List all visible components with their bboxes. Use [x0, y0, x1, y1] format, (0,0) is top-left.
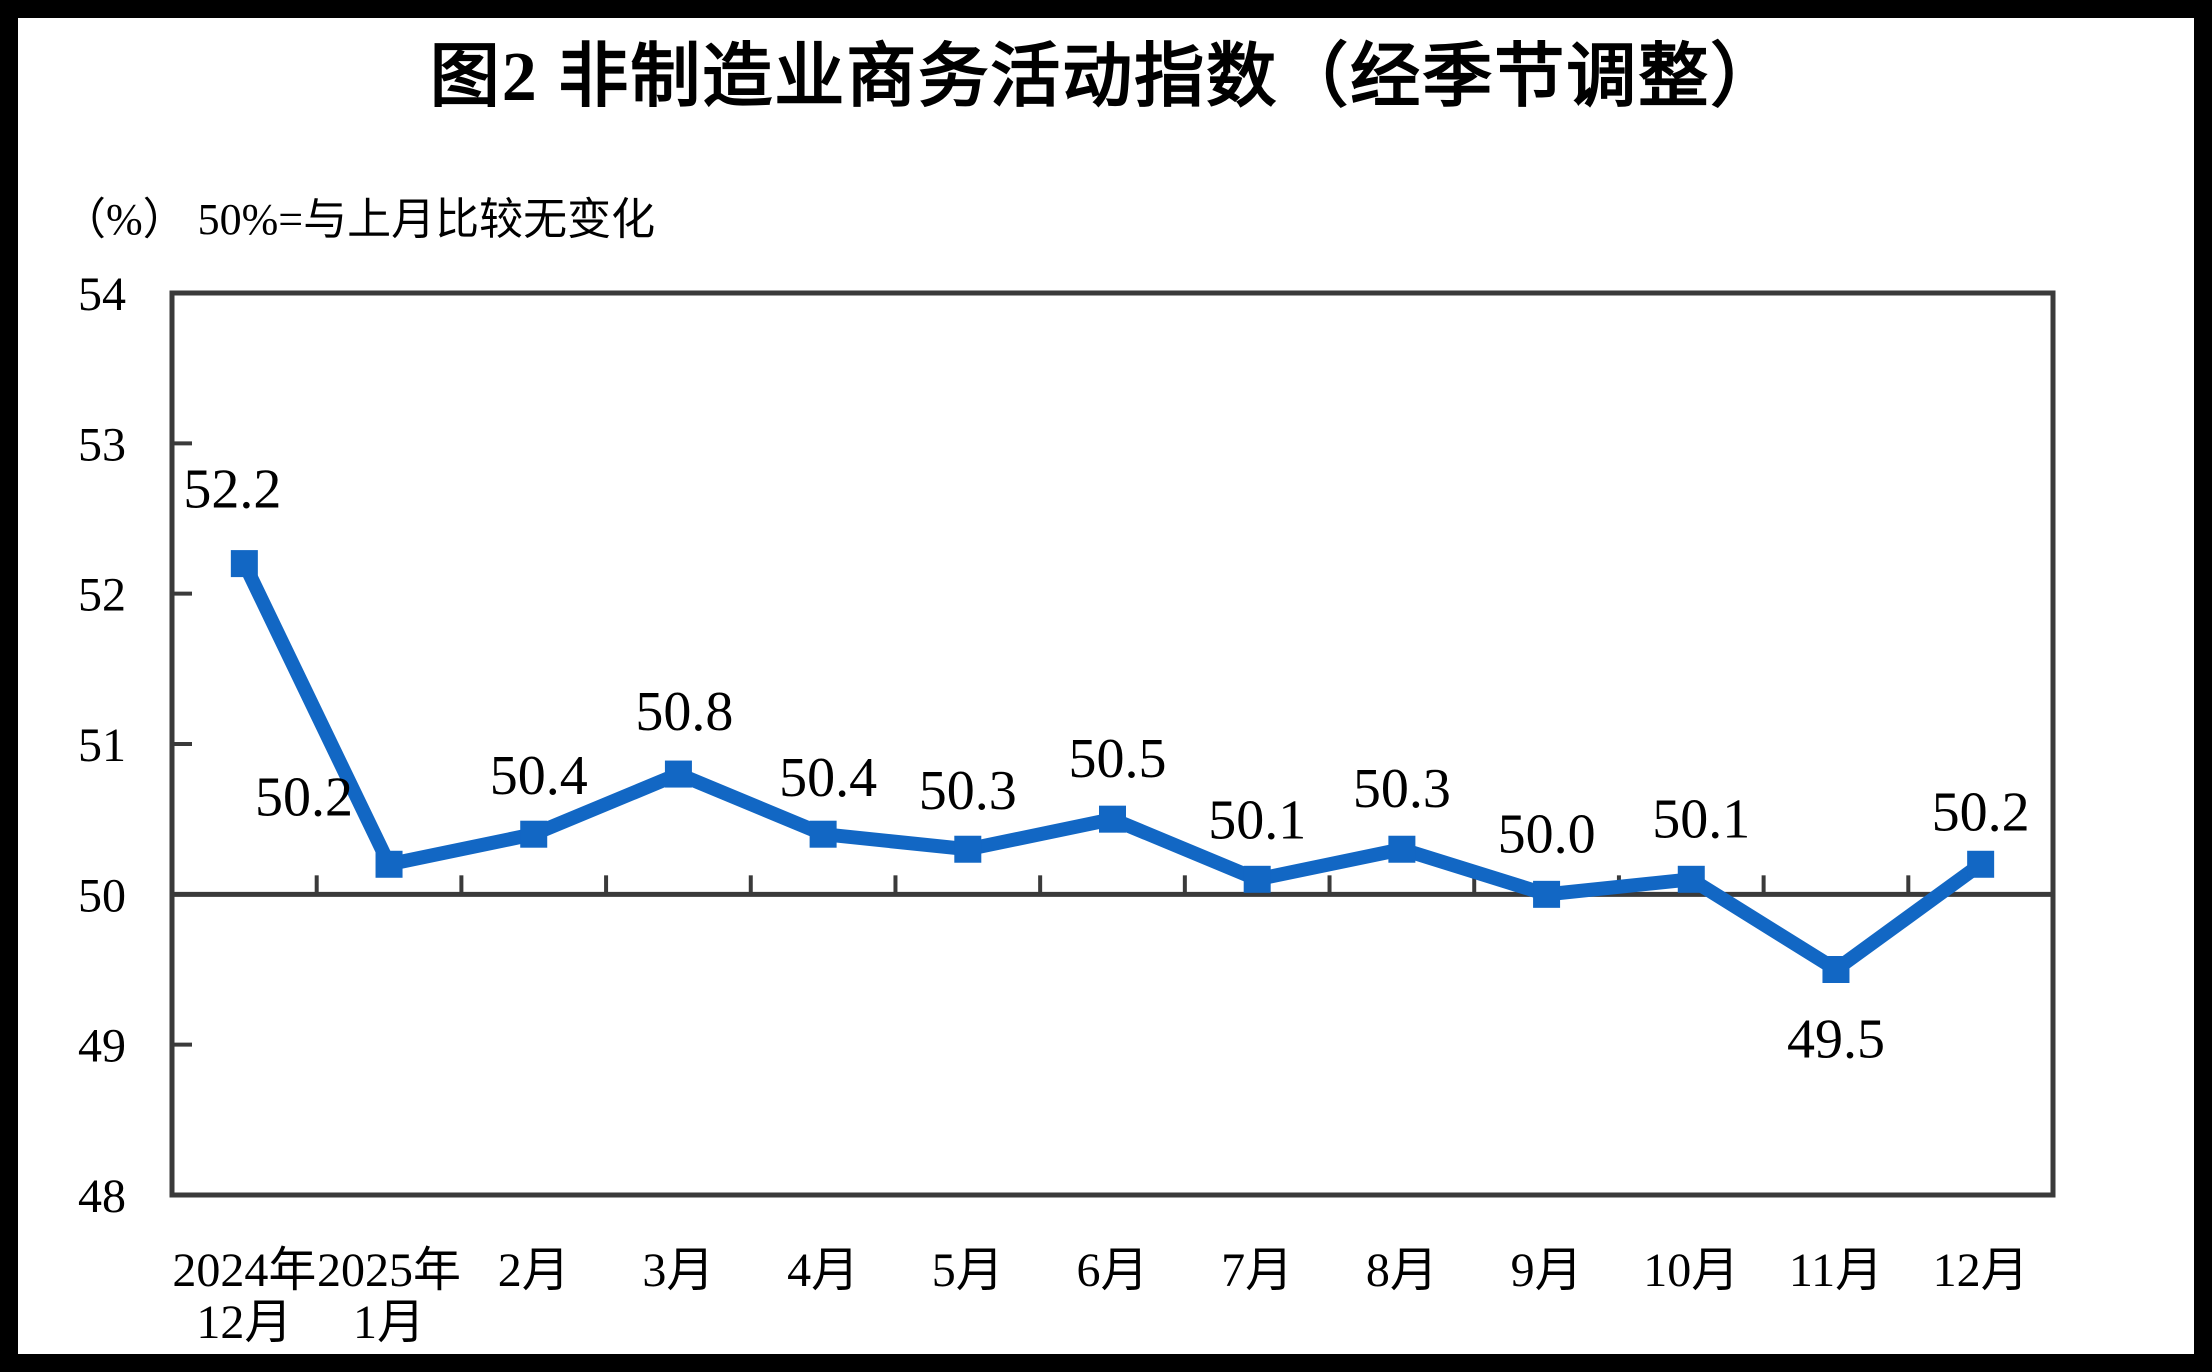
y-tick-label: 49: [78, 1020, 126, 1073]
data-label: 50.5: [1069, 728, 1167, 790]
data-marker: [1822, 956, 1850, 983]
data-marker: [809, 820, 837, 848]
data-label: 50.2: [1932, 781, 2030, 843]
y-tick-label: 53: [78, 418, 126, 471]
data-label: 50.3: [1353, 758, 1451, 820]
y-tick-label: 54: [78, 268, 126, 321]
data-marker: [1388, 835, 1416, 863]
axis-unit-note: （%） 50%=与上月比较无变化: [62, 195, 656, 244]
data-marker: [954, 835, 982, 863]
x-axis-label: 12月: [1933, 1244, 2029, 1297]
x-axis-label: 5月: [932, 1244, 1004, 1297]
x-axis-label: 4月: [787, 1244, 859, 1297]
chart-title: 图2 非制造业商务活动指数（经季节调整）: [429, 39, 1783, 116]
data-marker: [1967, 850, 1995, 878]
y-tick-label: 52: [78, 569, 126, 622]
data-marker: [1677, 865, 1705, 893]
data-label: 50.1: [1208, 789, 1306, 851]
data-marker: [230, 550, 258, 578]
y-tick-label: 50: [78, 869, 126, 922]
data-label: 49.5: [1787, 1009, 1885, 1071]
x-axis-label: 10月: [1643, 1244, 1739, 1297]
x-axis-label: 9月: [1511, 1244, 1583, 1297]
data-label: 50.4: [490, 745, 588, 807]
data-marker: [664, 760, 692, 788]
data-marker: [1099, 805, 1126, 833]
data-label: 50.3: [919, 760, 1017, 822]
data-marker: [520, 820, 548, 848]
x-axis-label: 3月: [642, 1244, 714, 1297]
x-axis-label: 11月: [1789, 1244, 1883, 1297]
x-axis-label: 7月: [1221, 1244, 1293, 1297]
x-axis-label: 2025年 1月: [317, 1244, 461, 1349]
x-axis-label: 2月: [498, 1244, 570, 1297]
data-label: 52.2: [183, 459, 281, 521]
data-marker: [1533, 880, 1561, 908]
y-tick-label: 48: [78, 1170, 126, 1223]
x-axis-label: 2024年 12月: [172, 1244, 316, 1349]
data-label: 50.4: [779, 747, 877, 809]
data-label: 50.2: [255, 766, 353, 828]
x-axis-label: 8月: [1366, 1244, 1438, 1297]
x-axis-label: 6月: [1076, 1244, 1148, 1297]
data-marker: [375, 850, 403, 878]
data-marker: [1243, 865, 1271, 893]
data-label: 50.1: [1652, 788, 1750, 850]
data-label: 50.0: [1498, 803, 1596, 865]
y-tick-label: 51: [78, 719, 126, 772]
data-label: 50.8: [635, 681, 733, 743]
